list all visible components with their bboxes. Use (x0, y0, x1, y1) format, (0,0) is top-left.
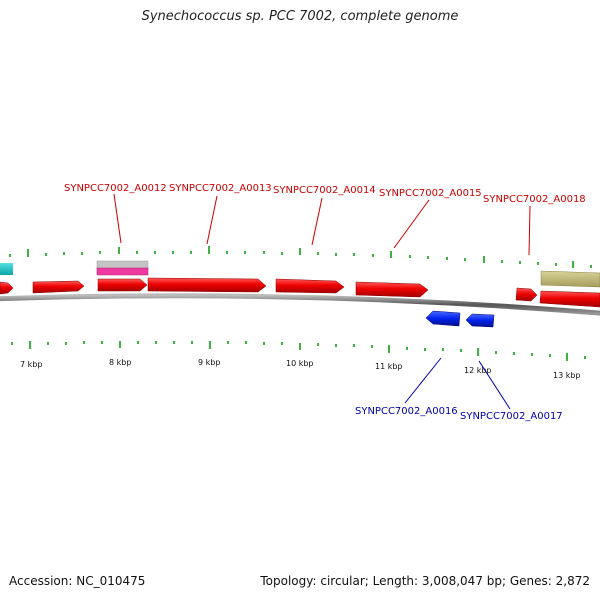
gene-arrow[interactable] (425, 310, 461, 327)
gene-label-a0013[interactable]: SYNPCC7002_A0013 (169, 183, 272, 194)
gene-arrow[interactable] (539, 290, 600, 308)
gene-arrow[interactable] (515, 287, 538, 302)
kbp-label-11: 11 kbp (375, 362, 403, 371)
gene-arrow[interactable] (355, 281, 429, 298)
reverse-gene-track (425, 310, 495, 328)
outer-tick-track (9, 246, 592, 268)
gene-arrow[interactable] (0, 281, 14, 295)
gene-label-a0017[interactable]: SYNPCC7002_A0017 (460, 411, 563, 422)
kbp-label-9: 9 kbp (198, 358, 220, 367)
olive-feature[interactable] (540, 270, 600, 288)
gene-arrow[interactable] (97, 278, 148, 292)
kbp-label-8: 8 kbp (109, 358, 131, 367)
gene-arrow[interactable] (147, 277, 267, 293)
gene-arrow[interactable] (465, 313, 495, 328)
map-title: Synechococcus sp. PCC 7002, complete gen… (141, 9, 459, 24)
gene-label-a0015[interactable]: SYNPCC7002_A0015 (379, 188, 482, 199)
gene-arrow[interactable] (275, 278, 345, 294)
forward-gene-track (0, 277, 600, 308)
gene-label-a0014[interactable]: SYNPCC7002_A0014 (273, 185, 376, 196)
label-leaders-blue (404, 357, 511, 410)
kbp-label-7: 7 kbp (20, 360, 42, 369)
inner-tick-track (11, 341, 586, 361)
label-leaders-red (113, 193, 531, 256)
kbp-label-13: 13 kbp (553, 371, 581, 380)
gene-label-a0016[interactable]: SYNPCC7002_A0016 (355, 406, 458, 417)
genome-summary-text: Topology: circular; Length: 3,008,047 bp… (260, 574, 590, 588)
gene-label-a0012[interactable]: SYNPCC7002_A0012 (64, 183, 167, 194)
kbp-label-12: 12 kbp (464, 366, 492, 375)
magenta-feature[interactable] (96, 267, 149, 276)
gene-label-a0018[interactable]: SYNPCC7002_A0018 (483, 194, 586, 205)
gene-arrow[interactable] (32, 280, 85, 294)
cyan-feature[interactable] (0, 263, 13, 275)
kbp-label-10: 10 kbp (286, 359, 314, 368)
genome-backbone (0, 293, 600, 316)
accession-text: Accession: NC_010475 (9, 574, 146, 588)
